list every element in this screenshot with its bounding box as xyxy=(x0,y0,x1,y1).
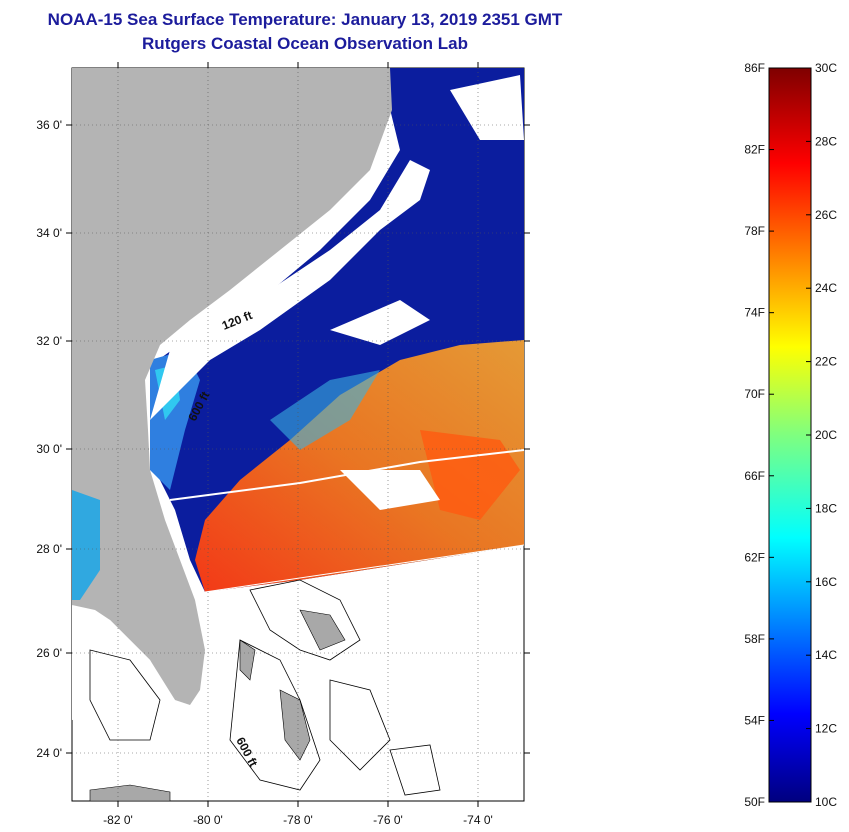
latitude-labels: 36 0' 34 0' 32 0' 30 0' 28 0' 26 0' 24 0… xyxy=(36,118,62,760)
colorbar-label-c: 18C xyxy=(815,501,837,515)
lat-label: 34 0' xyxy=(36,226,62,240)
map-subtitle: Rutgers Coastal Ocean Observation Lab xyxy=(142,34,468,53)
colorbar-label-f: 58F xyxy=(744,632,765,646)
longitude-labels: -82 0' -80 0' -78 0' -76 0' -74 0' xyxy=(103,813,493,827)
colorbar-label-c: 26C xyxy=(815,208,837,222)
lon-label: -76 0' xyxy=(373,813,403,827)
colorbar-label-f: 54F xyxy=(744,713,765,727)
colorbar-label-c: 20C xyxy=(815,428,837,442)
colorbar-label-f: 62F xyxy=(744,550,765,564)
colorbar-label-f: 78F xyxy=(744,224,765,238)
land-mass xyxy=(72,68,392,705)
lat-label: 28 0' xyxy=(36,542,62,556)
colorbar-label-c: 22C xyxy=(815,355,837,369)
colorbar-label-c: 30C xyxy=(815,61,837,75)
colorbar-gradient xyxy=(768,67,812,803)
colorbar-label-f: 74F xyxy=(744,306,765,320)
graticule xyxy=(72,68,524,801)
colorbar-label-f: 70F xyxy=(744,387,765,401)
lon-label: -80 0' xyxy=(193,813,223,827)
lat-label: 32 0' xyxy=(36,334,62,348)
lat-label: 24 0' xyxy=(36,746,62,760)
colorbar-label-f: 86F xyxy=(744,61,765,75)
colorbar-label-c: 10C xyxy=(815,795,837,809)
lon-label: -78 0' xyxy=(283,813,313,827)
lat-label: 26 0' xyxy=(36,646,62,660)
colorbar-label-f: 50F xyxy=(744,795,765,809)
map-panel xyxy=(66,62,530,807)
colorbar-label-f: 82F xyxy=(744,143,765,157)
bahamas-land xyxy=(279,689,311,761)
colorbar-label-f: 66F xyxy=(744,469,765,483)
colorbar: 86F 82F 78F 74F 70F 66F 62F 58F 54F 50F 30C 28C 26C… xyxy=(744,61,837,809)
map-title: NOAA-15 Sea Surface Temperature: January… xyxy=(47,10,563,29)
cloud-region xyxy=(150,160,430,420)
colorbar-label-c: 28C xyxy=(815,134,837,148)
colorbar-labels-f: 86F 82F 78F 74F 70F 66F 62F 58F 54F 50F xyxy=(744,61,765,809)
lat-label: 36 0' xyxy=(36,118,62,132)
lat-label: 30 0' xyxy=(36,442,62,456)
colorbar-label-c: 24C xyxy=(815,281,837,295)
colorbar-ticks-f xyxy=(769,67,811,803)
gulf-stream-region xyxy=(195,340,524,592)
colorbar-label-c: 16C xyxy=(815,575,837,589)
lon-label: -74 0' xyxy=(463,813,493,827)
colorbar-label-c: 12C xyxy=(815,722,837,736)
colorbar-label-c: 14C xyxy=(815,648,837,662)
colorbar-labels-c: 30C 28C 26C 24C 22C 20C 18C 16C 14C 12C 10C xyxy=(815,61,837,809)
lon-label: -82 0' xyxy=(103,813,133,827)
